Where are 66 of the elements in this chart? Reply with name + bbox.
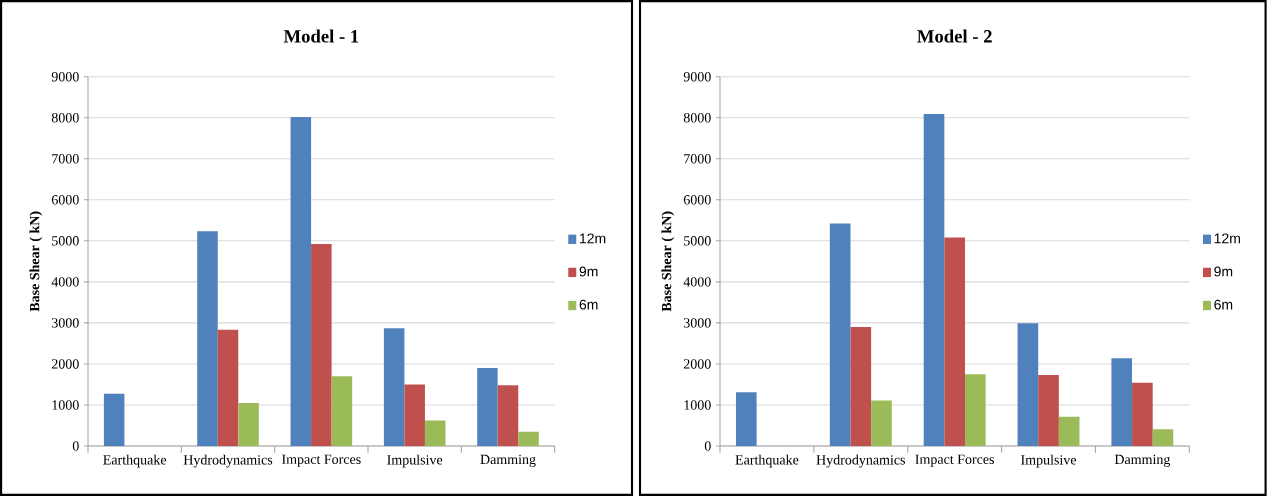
y-axis-title: Base Shear ( kN) — [29, 211, 43, 312]
x-tick-label: Damming — [480, 454, 536, 467]
y-tick-label: 9000 — [51, 71, 79, 82]
x-tick-label: Hydrodynamics — [816, 454, 906, 468]
x-tick-label: Impact Forces — [282, 454, 361, 467]
bar — [217, 329, 239, 446]
bar — [735, 392, 757, 446]
y-tick-label: 0 — [72, 441, 79, 451]
bar — [290, 116, 312, 446]
bar — [1132, 382, 1153, 446]
bar — [238, 402, 259, 446]
bar — [383, 328, 405, 446]
y-tick-label: 8000 — [51, 112, 79, 123]
y-tick-label: 2000 — [51, 359, 79, 369]
y-tick-label: 6000 — [683, 195, 711, 205]
y-tick-label: 0 — [704, 441, 711, 451]
bar — [477, 368, 498, 446]
y-tick-label: 5000 — [684, 236, 711, 246]
legend-label: 9m — [579, 266, 598, 277]
y-tick-label: 1000 — [684, 400, 711, 410]
x-tick-label: Impulsive — [1021, 454, 1077, 468]
x-tick-label: Impulsive — [387, 454, 443, 468]
x-tick-label: Earthquake — [103, 454, 167, 468]
y-tick-label: 3000 — [51, 318, 79, 328]
bar — [404, 384, 425, 446]
y-tick-label: 5000 — [52, 236, 79, 246]
bar — [197, 231, 218, 446]
y-tick-label: 1000 — [52, 400, 79, 410]
bar — [518, 431, 539, 446]
bar — [1038, 374, 1059, 446]
bar — [103, 393, 125, 446]
bar — [1017, 323, 1039, 446]
y-tick-label: 3000 — [683, 318, 711, 328]
chart-title: Model - 1 — [283, 29, 359, 43]
bar — [1152, 429, 1174, 446]
bar — [964, 374, 986, 446]
bar — [850, 326, 872, 446]
y-tick-label: 6000 — [51, 195, 79, 205]
bar — [1111, 358, 1133, 446]
y-tick-label: 7000 — [52, 154, 79, 164]
y-tick-label: 4000 — [51, 277, 79, 287]
legend-label: 6m — [1214, 299, 1233, 310]
bar — [829, 223, 851, 446]
bar — [1058, 416, 1080, 446]
legend-label: 6m — [579, 299, 598, 310]
y-axis-title: Base Shear ( kN) — [661, 211, 675, 312]
bar — [871, 400, 892, 446]
y-tick-label: 7000 — [684, 154, 711, 164]
bar — [424, 420, 446, 446]
y-tick-label: 4000 — [683, 277, 711, 287]
bar — [944, 237, 965, 446]
x-tick-label: Damming — [1114, 454, 1171, 467]
y-tick-label: 2000 — [683, 359, 711, 369]
legend-label: 9m — [1214, 266, 1233, 277]
legend-label: 12m — [580, 233, 606, 244]
chart-title: Model - 2 — [917, 29, 992, 43]
bar — [497, 385, 519, 446]
y-tick-label: 9000 — [683, 71, 711, 82]
bar — [311, 244, 332, 446]
bar — [331, 376, 353, 446]
x-tick-label: Impact Forces — [915, 454, 995, 467]
y-tick-label: 8000 — [683, 112, 711, 123]
x-tick-label: Hydrodynamics — [183, 454, 273, 468]
x-tick-label: Earthquake — [735, 454, 799, 468]
bar — [923, 114, 945, 446]
legend-label: 12m — [1214, 233, 1240, 244]
